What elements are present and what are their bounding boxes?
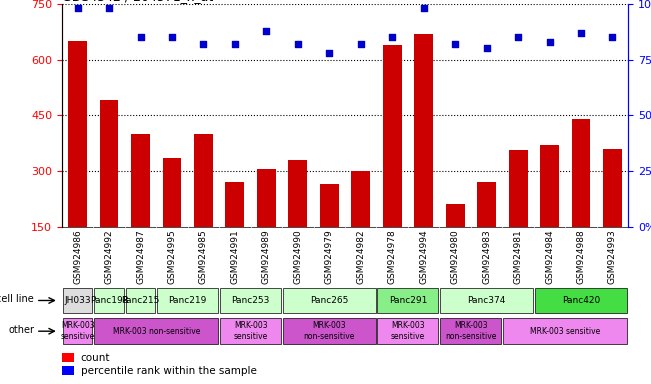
Point (292, 41, 303, 47)
Text: GDS4342 / 204571_x_at: GDS4342 / 204571_x_at (62, 0, 213, 3)
Bar (508, 151, 527, 227)
Bar (283, 318, 376, 344)
Text: GSM924994: GSM924994 (419, 230, 428, 284)
Text: count: count (81, 353, 110, 362)
Bar (94, 288, 124, 313)
Bar (194, 134, 213, 227)
Bar (446, 204, 465, 227)
Text: other: other (8, 325, 34, 335)
Text: cell line: cell line (0, 294, 34, 304)
Bar (477, 182, 496, 227)
Point (167, 34, 177, 40)
Text: GSM924986: GSM924986 (73, 230, 82, 284)
Text: MRK-003
non-sensitive: MRK-003 non-sensitive (445, 321, 497, 341)
Text: MRK-003
sensitive: MRK-003 sensitive (391, 321, 425, 341)
Text: Panc198: Panc198 (90, 296, 128, 305)
Bar (220, 288, 281, 313)
Point (607, 34, 618, 40)
Text: GSM924987: GSM924987 (136, 230, 145, 284)
Point (135, 34, 146, 40)
Text: MRK-003
sensitive: MRK-003 sensitive (234, 321, 268, 341)
Bar (225, 182, 244, 227)
Text: MRK-003
sensitive: MRK-003 sensitive (61, 321, 94, 341)
Bar (503, 318, 628, 344)
Text: GSM924984: GSM924984 (545, 230, 554, 284)
Point (355, 41, 366, 47)
Bar (414, 33, 433, 227)
Text: GSM924982: GSM924982 (356, 230, 365, 284)
Point (482, 45, 492, 51)
Bar (572, 119, 590, 227)
Text: JH033: JH033 (64, 296, 91, 305)
Bar (62, 288, 92, 313)
Text: Panc374: Panc374 (467, 296, 506, 305)
Bar (94, 318, 218, 344)
Point (450, 41, 460, 47)
Text: GSM924985: GSM924985 (199, 230, 208, 284)
Bar (534, 288, 628, 313)
Text: GSM924995: GSM924995 (167, 230, 176, 284)
Point (198, 41, 208, 47)
Text: GSM924990: GSM924990 (294, 230, 302, 284)
Text: MRK-003 sensitive: MRK-003 sensitive (530, 327, 600, 336)
Bar (62, 318, 92, 344)
Bar (288, 160, 307, 227)
Point (104, 5, 115, 12)
Text: GSM924979: GSM924979 (325, 230, 334, 284)
Bar (378, 288, 439, 313)
Text: Panc265: Panc265 (310, 296, 348, 305)
Bar (440, 288, 533, 313)
Text: GSM924988: GSM924988 (577, 230, 585, 284)
Text: GSM924978: GSM924978 (388, 230, 396, 284)
Bar (540, 145, 559, 227)
Point (324, 50, 335, 56)
Point (419, 5, 429, 12)
Text: Panc291: Panc291 (389, 296, 427, 305)
Point (72, 5, 83, 12)
Bar (100, 100, 118, 227)
Point (261, 28, 271, 34)
Text: Panc420: Panc420 (562, 296, 600, 305)
Text: GSM924991: GSM924991 (230, 230, 240, 284)
Text: MRK-003
non-sensitive: MRK-003 non-sensitive (303, 321, 355, 341)
Text: MRK-003 non-sensitive: MRK-003 non-sensitive (113, 327, 200, 336)
Text: GSM924992: GSM924992 (105, 230, 113, 284)
Text: GSM924980: GSM924980 (450, 230, 460, 284)
Bar (283, 288, 376, 313)
Bar (157, 288, 218, 313)
Bar (62, 353, 74, 362)
Bar (126, 288, 156, 313)
Text: Panc253: Panc253 (232, 296, 270, 305)
Bar (440, 318, 501, 344)
Point (513, 34, 523, 40)
Bar (320, 184, 339, 227)
Bar (68, 41, 87, 227)
Text: GSM924989: GSM924989 (262, 230, 271, 284)
Point (544, 39, 555, 45)
Bar (378, 318, 439, 344)
Point (387, 34, 397, 40)
Text: Panc219: Panc219 (169, 296, 207, 305)
Text: GSM924983: GSM924983 (482, 230, 491, 284)
Point (576, 30, 587, 36)
Bar (603, 149, 622, 227)
Point (230, 41, 240, 47)
Text: GSM924981: GSM924981 (514, 230, 523, 284)
Text: percentile rank within the sample: percentile rank within the sample (81, 366, 256, 376)
Bar (352, 171, 370, 227)
Bar (131, 134, 150, 227)
Bar (163, 158, 182, 227)
Text: Panc215: Panc215 (121, 296, 159, 305)
Bar (383, 45, 402, 227)
Bar (62, 366, 74, 375)
Bar (257, 169, 276, 227)
Bar (220, 318, 281, 344)
Text: GSM924993: GSM924993 (608, 230, 617, 284)
